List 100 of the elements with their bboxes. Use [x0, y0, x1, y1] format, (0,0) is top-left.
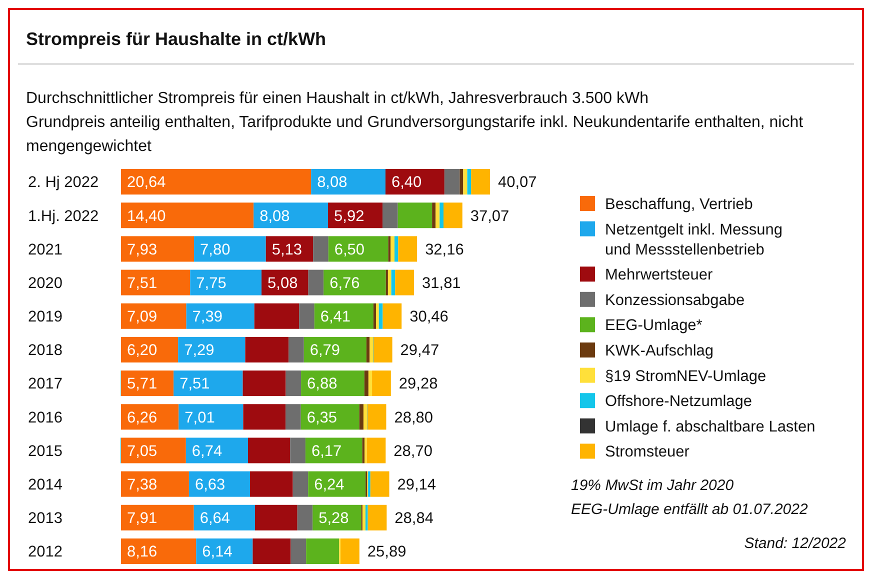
data-label: 7,75	[196, 274, 226, 292]
total-label: 28,80	[394, 409, 434, 426]
bar	[443, 202, 462, 228]
y-tick-label: 2014	[28, 476, 63, 494]
bar	[365, 504, 368, 530]
bar	[376, 303, 379, 329]
data-label: 6,17	[311, 442, 342, 460]
text: 19% MwSt im Jahr 2020	[571, 477, 734, 494]
data-label: 7,01	[184, 409, 215, 426]
total-label: 29,14	[397, 476, 436, 494]
data-label: 6,79	[310, 342, 340, 360]
legend-label: EEG-Umlage*	[605, 317, 702, 334]
data-label: 20,64	[127, 174, 166, 192]
bar	[436, 202, 440, 228]
legend-label: Mehrwertsteuer	[605, 266, 713, 284]
legend-label: Stromsteuer	[605, 444, 690, 461]
data-label: 6,14	[202, 544, 233, 561]
bar	[121, 202, 254, 228]
bar	[460, 169, 464, 195]
data-label: 7,91	[127, 510, 158, 528]
bar	[186, 438, 248, 464]
data-label: 6,64	[200, 510, 230, 528]
data-label: 7,05	[127, 442, 158, 460]
data-label: 7,09	[127, 308, 158, 326]
bar	[121, 471, 189, 497]
bar	[286, 370, 302, 396]
bar	[388, 236, 391, 262]
bar	[324, 270, 386, 296]
bar	[372, 370, 391, 396]
bar	[362, 504, 366, 530]
legend-label: Beschaffung, Vertrieb	[605, 196, 753, 213]
bar	[363, 404, 367, 430]
y-tick-label: 2021	[28, 241, 62, 258]
data-label: 7,51	[127, 274, 158, 292]
bar	[308, 471, 366, 497]
bar	[194, 236, 266, 262]
y-tick-label: 2016	[28, 409, 62, 426]
bar	[395, 270, 414, 296]
bar	[248, 438, 290, 464]
bar	[304, 336, 366, 362]
total-label: 28,70	[394, 442, 433, 460]
bar	[121, 538, 196, 564]
bar	[196, 538, 253, 564]
bar	[368, 370, 372, 396]
bar	[242, 370, 286, 396]
legend-label: Offshore-Netzumlage	[605, 393, 752, 410]
bar	[300, 404, 360, 430]
bar	[121, 504, 194, 530]
total-label: 31,81	[422, 274, 461, 292]
y-tick-label: 2019	[28, 308, 62, 326]
bar	[390, 236, 395, 262]
text: Stand: 12/2022	[744, 535, 847, 552]
bar	[306, 538, 340, 564]
bar	[188, 471, 250, 497]
data-label: 8,08	[317, 174, 348, 192]
bar	[288, 336, 304, 362]
data-label: 7,39	[192, 308, 222, 326]
bar	[398, 236, 418, 262]
data-label: 6,50	[334, 241, 365, 258]
chart-subtitle: Durchschnittlicher Strompreis für einen Haushalt in ct/kWh, Jahresverbrauch 3.500 kWh Grundpreis anteilig enthalten, Tarifprodukte und Grundversorgungstarife inkl. Neukundentarife enthalten, nicht mengengewichtet	[26, 90, 804, 155]
bar	[190, 270, 262, 296]
bar	[364, 370, 368, 396]
legend-label: Konzessionsabgabe	[605, 292, 745, 309]
bar	[243, 404, 286, 430]
data-label: 5,08	[268, 274, 298, 292]
bar	[463, 169, 468, 195]
bar	[373, 303, 376, 329]
data-label: 6,24	[314, 476, 345, 494]
bar	[121, 370, 174, 396]
bar	[254, 303, 300, 329]
bar	[121, 270, 190, 296]
bar	[178, 336, 246, 362]
total-label: 29,47	[400, 342, 440, 360]
data-label: 6,35	[306, 409, 338, 426]
bar	[467, 169, 472, 195]
data-label: 14,40	[127, 208, 166, 225]
total-label: 30,46	[410, 308, 448, 326]
bar	[301, 370, 364, 396]
data-label: 7,93	[127, 241, 158, 258]
bar	[432, 202, 436, 228]
data-label: 6,40	[391, 174, 422, 192]
bar	[290, 538, 306, 564]
y-tick-label: 2013	[28, 510, 62, 528]
bar	[314, 303, 374, 329]
bar	[121, 303, 186, 329]
y-tick-label: 2012	[28, 544, 62, 561]
bar	[378, 303, 383, 329]
total-label: 32,16	[425, 241, 464, 258]
legend-label: §19 StromNEV-Umlage	[605, 368, 766, 385]
bar	[444, 169, 460, 195]
data-label: 6,26	[127, 409, 158, 426]
data-label: 6,20	[127, 342, 158, 360]
total-label: 37,07	[470, 208, 510, 225]
legend-label: Umlage f. abschaltbare Lasten	[605, 418, 816, 436]
legend-label: Netzentgelt inkl. Messung und Messstellenbetrieb	[605, 221, 782, 258]
data-label: 7,80	[200, 241, 231, 258]
total-label: 29,28	[398, 376, 438, 393]
y-tick-label: 2020	[28, 274, 63, 292]
data-label: 7,51	[180, 376, 210, 393]
chart-title: Strompreis für Haushalte in ct/kWh	[26, 29, 326, 49]
